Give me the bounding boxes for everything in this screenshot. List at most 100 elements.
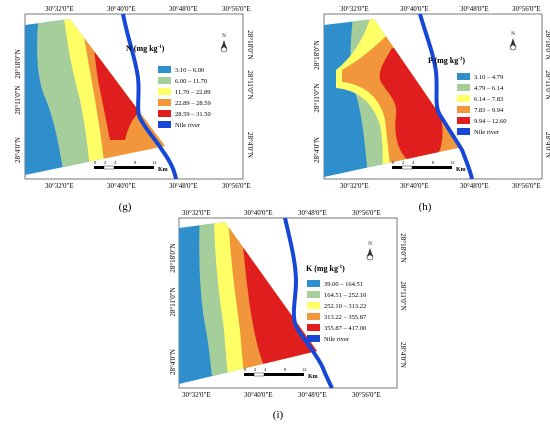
svg-text:8: 8: [134, 160, 137, 165]
svg-text:30°40'0"E: 30°40'0"E: [244, 209, 273, 217]
svg-text:28°4'0"N: 28°4'0"N: [313, 137, 321, 163]
lon-label: 30°48'0"E: [169, 182, 198, 190]
lat-label: 28°4'0"N: [246, 132, 254, 158]
scale-bar: 0 2 4 8 12 Km: [244, 367, 318, 380]
svg-text:4: 4: [114, 160, 117, 165]
svg-text:12: 12: [302, 367, 307, 372]
scale-bar: 0 2 4 8 12 Km: [94, 160, 168, 173]
legend-swatch: [158, 99, 171, 106]
lat-label: 28°18'0"N: [246, 30, 254, 59]
svg-text:3.10 – 4.79: 3.10 – 4.79: [474, 74, 503, 81]
svg-text:0: 0: [244, 367, 247, 372]
svg-text:9.94 – 12.60: 9.94 – 12.60: [474, 118, 507, 125]
legend-swatch: [158, 88, 171, 95]
svg-text:30°32'0"E: 30°32'0"E: [182, 391, 211, 399]
svg-text:12: 12: [152, 160, 157, 165]
lat-label: 28°11'0"N: [246, 70, 254, 99]
lon-label: 30°32'0"E: [45, 5, 74, 13]
legend-item: 22.89 – 28.59: [175, 100, 211, 107]
svg-text:2: 2: [104, 160, 106, 165]
legend-swatch: [158, 110, 171, 117]
svg-text:30°32'0"E: 30°32'0"E: [340, 182, 369, 190]
svg-text:N: N: [511, 32, 515, 37]
svg-text:Km: Km: [308, 374, 318, 380]
lat-label: 28°4'0"N: [14, 137, 22, 163]
svg-text:28°11'0"N: 28°11'0"N: [313, 83, 321, 112]
svg-text:6.14 – 7.83: 6.14 – 7.83: [474, 96, 503, 103]
svg-text:Nile river: Nile river: [474, 129, 500, 136]
legend: K (mg kg-1) 39.00 – 164.51 164.51 – 252.…: [306, 264, 367, 343]
lon-label: 30°56'0"E: [222, 182, 251, 190]
svg-text:2: 2: [254, 367, 256, 372]
lon-label: 30°40'0"E: [107, 182, 136, 190]
svg-text:355.87 – 417.00: 355.87 – 417.00: [324, 325, 366, 332]
svg-text:28°4'0"N: 28°4'0"N: [399, 342, 407, 368]
svg-text:30°48'0"E: 30°48'0"E: [298, 209, 327, 217]
svg-text:252.10 – 313.22: 252.10 – 313.22: [324, 303, 366, 310]
svg-text:28°11'0"N: 28°11'0"N: [399, 281, 407, 310]
svg-text:Km: Km: [158, 167, 168, 173]
nile-river: [121, 13, 178, 180]
panel-h: 30°32'0"E 30°40'0"E 30°48'0"E 30°56'0"E …: [313, 5, 550, 213]
legend-title: P (mg kg-1): [428, 56, 465, 65]
svg-text:4.79 – 6.14: 4.79 – 6.14: [474, 85, 504, 92]
panel-label: (i): [273, 409, 284, 421]
svg-text:39.00 – 164.51: 39.00 – 164.51: [324, 281, 363, 288]
north-arrow-icon: N: [509, 32, 517, 51]
svg-text:Nile river: Nile river: [324, 336, 350, 343]
legend-item: 3.10 – 6.00: [175, 67, 204, 74]
coordinate-labels: 30°32'0"E 30°40'0"E 30°48'0"E 30°56'0"E …: [169, 209, 407, 399]
legend-swatch: [158, 121, 171, 128]
svg-text:30°32'0"E: 30°32'0"E: [340, 5, 369, 13]
svg-text:30°48'0"E: 30°48'0"E: [460, 5, 489, 13]
svg-text:30°48'0"E: 30°48'0"E: [460, 182, 489, 190]
svg-text:8: 8: [432, 160, 435, 165]
nile-river: [283, 217, 334, 389]
svg-text:30°56'0"E: 30°56'0"E: [352, 391, 381, 399]
lon-label: 30°40'0"E: [107, 5, 136, 13]
legend-title: K (mg kg-1): [306, 264, 345, 273]
lon-label: 30°48'0"E: [169, 5, 198, 13]
svg-text:30°40'0"E: 30°40'0"E: [244, 391, 273, 399]
svg-text:28°11'0"N: 28°11'0"N: [169, 287, 177, 316]
legend-swatch: [158, 77, 171, 84]
legend-item: 11.70 – 22.89: [175, 89, 211, 96]
legend: N (mg kg-1) 3.10 – 6.00 6.00 – 11.70 11.…: [126, 44, 211, 129]
nile-river: [418, 13, 474, 180]
north-letter: N: [222, 34, 226, 39]
legend-item: Nile river: [175, 122, 201, 129]
svg-text:30°40'0"E: 30°40'0"E: [400, 182, 429, 190]
svg-text:0: 0: [94, 160, 97, 165]
lat-label: 28°18'0"N: [14, 49, 22, 78]
coordinate-labels: 30°32'0"E 30°40'0"E 30°48'0"E 30°56'0"E …: [14, 5, 254, 190]
legend-item: 28.59 – 31.50: [175, 111, 211, 118]
svg-text:28°4'0"N: 28°4'0"N: [544, 132, 550, 158]
lat-label: 28°11'0"N: [14, 85, 22, 114]
legend-item: 6.00 – 11.70: [175, 78, 207, 85]
north-arrow-icon: N: [366, 242, 374, 261]
lon-label: 30°32'0"E: [45, 182, 74, 190]
svg-text:30°48'0"E: 30°48'0"E: [298, 391, 327, 399]
svg-text:30°56'0"E: 30°56'0"E: [352, 209, 381, 217]
svg-text:4: 4: [264, 367, 267, 372]
lon-label: 30°56'0"E: [222, 5, 251, 13]
coordinate-labels: 30°32'0"E 30°40'0"E 30°48'0"E 30°56'0"E …: [313, 5, 550, 190]
legend-swatch: [158, 66, 171, 73]
svg-text:7.83 – 9.94: 7.83 – 9.94: [474, 107, 504, 114]
svg-text:30°40'0"E: 30°40'0"E: [400, 5, 429, 13]
svg-text:28°18'0"N: 28°18'0"N: [169, 243, 177, 272]
svg-text:30°56'0"E: 30°56'0"E: [512, 182, 541, 190]
svg-text:313.22 – 355.87: 313.22 – 355.87: [324, 314, 367, 321]
svg-text:28°18'0"N: 28°18'0"N: [544, 30, 550, 59]
svg-text:28°11'0"N: 28°11'0"N: [544, 70, 550, 99]
svg-text:30°32'0"E: 30°32'0"E: [182, 209, 211, 217]
panel-label: (h): [419, 201, 432, 213]
svg-text:0: 0: [392, 160, 395, 165]
panel-label: (g): [119, 201, 132, 213]
svg-text:2: 2: [402, 160, 404, 165]
legend: P (mg kg-1) 3.10 – 4.79 4.79 – 6.14 6.14…: [428, 56, 507, 136]
svg-text:30°56'0"E: 30°56'0"E: [512, 5, 541, 13]
svg-text:4: 4: [412, 160, 415, 165]
north-arrow-icon: N: [220, 34, 228, 53]
